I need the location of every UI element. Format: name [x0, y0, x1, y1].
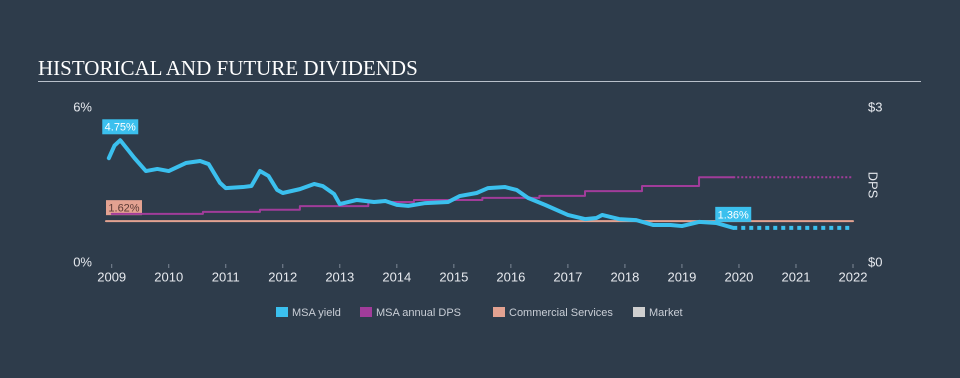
series-line: [106, 138, 736, 230]
x-tick-label: 2009: [97, 269, 126, 284]
x-tick-label: 2022: [839, 269, 868, 284]
legend: MSA yield MSA annual DPS Commercial Servic…: [276, 307, 683, 319]
x-tick-label: 2012: [268, 269, 297, 284]
series-line: [110, 176, 735, 215]
legend-swatch: [633, 307, 645, 317]
x-tick-label: 2016: [496, 269, 525, 284]
value-label: 1.62%: [108, 203, 139, 215]
x-tick-label: 2019: [667, 269, 696, 284]
x-tick-label: 2021: [782, 269, 811, 284]
x-tick-label: 2020: [724, 269, 753, 284]
value-label: 1.36%: [718, 209, 749, 221]
x-tick-label: 2015: [439, 269, 468, 284]
value-label-box: [715, 206, 752, 222]
x-tick-label: 2010: [154, 269, 183, 284]
y-tick-label: 6%: [73, 99, 92, 114]
x-tick-label: 2017: [553, 269, 582, 284]
y2-tick-label: $3: [868, 99, 882, 114]
value-label: 4.75%: [105, 122, 136, 134]
y2-axis-label: DPS: [866, 172, 881, 199]
x-tick-label: 2011: [212, 269, 240, 284]
legend-swatch: [360, 307, 372, 317]
y-tick-label: 0%: [73, 254, 92, 269]
x-tick-label: 2018: [610, 269, 639, 284]
legend-swatch: [276, 307, 288, 317]
value-label-box: [106, 200, 142, 216]
legend-swatch: [493, 307, 505, 317]
x-tick-label: 2014: [382, 269, 411, 284]
legend-label: MSA annual DPS: [376, 307, 461, 319]
value-label-box: [102, 119, 139, 135]
legend-label: Market: [649, 307, 683, 319]
legend-label: Commercial Services: [509, 307, 613, 319]
x-tick-label: 2013: [325, 269, 354, 284]
y2-tick-label: $0: [868, 254, 882, 269]
chart-title: HISTORICAL AND FUTURE DIVIDENDS: [38, 56, 418, 80]
legend-label: MSA yield: [292, 307, 341, 319]
